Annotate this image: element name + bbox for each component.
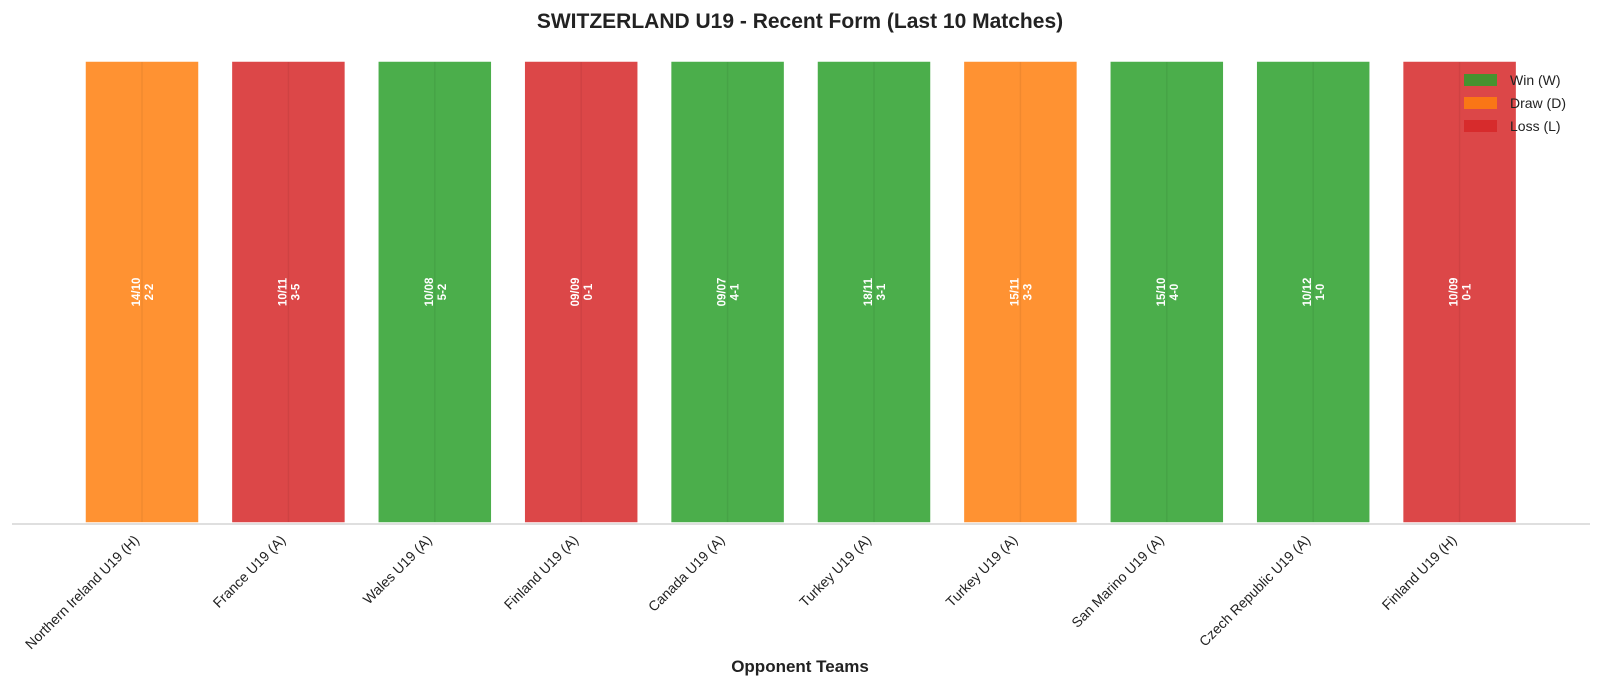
- bar-label: 15/113-3: [1009, 277, 1034, 306]
- bar-label: 18/113-1: [863, 277, 888, 306]
- x-tick-label: Finland U19 (H): [1379, 532, 1460, 613]
- x-axis-title: Opponent Teams: [731, 657, 869, 676]
- x-tick-label: Czech Republic U19 (A): [1196, 532, 1314, 650]
- x-tick-labels: Northern Ireland U19 (H) France U19 (A) Wa…: [22, 532, 1460, 652]
- x-tick-label: Turkey U19 (A): [796, 532, 874, 610]
- x-tick-label: Finland U19 (A): [501, 532, 582, 613]
- bar-6: [816, 60, 932, 524]
- bar-7: [962, 60, 1079, 524]
- bar-label: 10/085-2: [424, 277, 449, 306]
- legend-swatch: [1464, 97, 1497, 109]
- x-tick-label: San Marino U19 (A): [1068, 532, 1167, 631]
- bar-3: [377, 60, 493, 524]
- legend-label: Draw (D): [1510, 95, 1566, 111]
- legend: Win (W) Draw (D) Loss (L): [1464, 72, 1566, 134]
- bar-label: 09/090-1: [570, 278, 595, 307]
- x-tick-label: Canada U19 (A): [645, 532, 728, 615]
- legend-label: Loss (L): [1510, 118, 1561, 134]
- legend-label: Win (W): [1510, 72, 1561, 88]
- bar-9: [1255, 60, 1371, 524]
- x-tick-label: Turkey U19 (A): [942, 532, 1020, 610]
- legend-swatch: [1464, 74, 1497, 86]
- bar-1: [84, 60, 200, 524]
- x-tick-label: France U19 (A): [210, 532, 289, 611]
- bar-label: 10/090-1: [1449, 278, 1474, 307]
- bar-label: 15/104-0: [1156, 278, 1181, 307]
- bar-label: 14/102-2: [131, 278, 156, 307]
- bar-label: 10/121-0: [1302, 278, 1327, 307]
- bar-4: [523, 60, 639, 524]
- bar-8: [1109, 60, 1225, 524]
- x-tick-label: Northern Ireland U19 (H): [22, 532, 142, 652]
- bar-5: [669, 60, 786, 524]
- bar-label: 09/074-1: [717, 278, 742, 307]
- x-tick-label: Wales U19 (A): [360, 532, 435, 607]
- chart-title: SWITZERLAND U19 - Recent Form (Last 10 M…: [537, 10, 1063, 33]
- bar-label: 10/113-5: [277, 277, 302, 306]
- bar-2: [230, 60, 347, 524]
- bar-10: [1401, 60, 1518, 524]
- bars-layer: 14/102-2 10/113-5 10/085-2 09/090-1 09/074-1…: [84, 60, 1518, 524]
- legend-swatch: [1464, 120, 1497, 132]
